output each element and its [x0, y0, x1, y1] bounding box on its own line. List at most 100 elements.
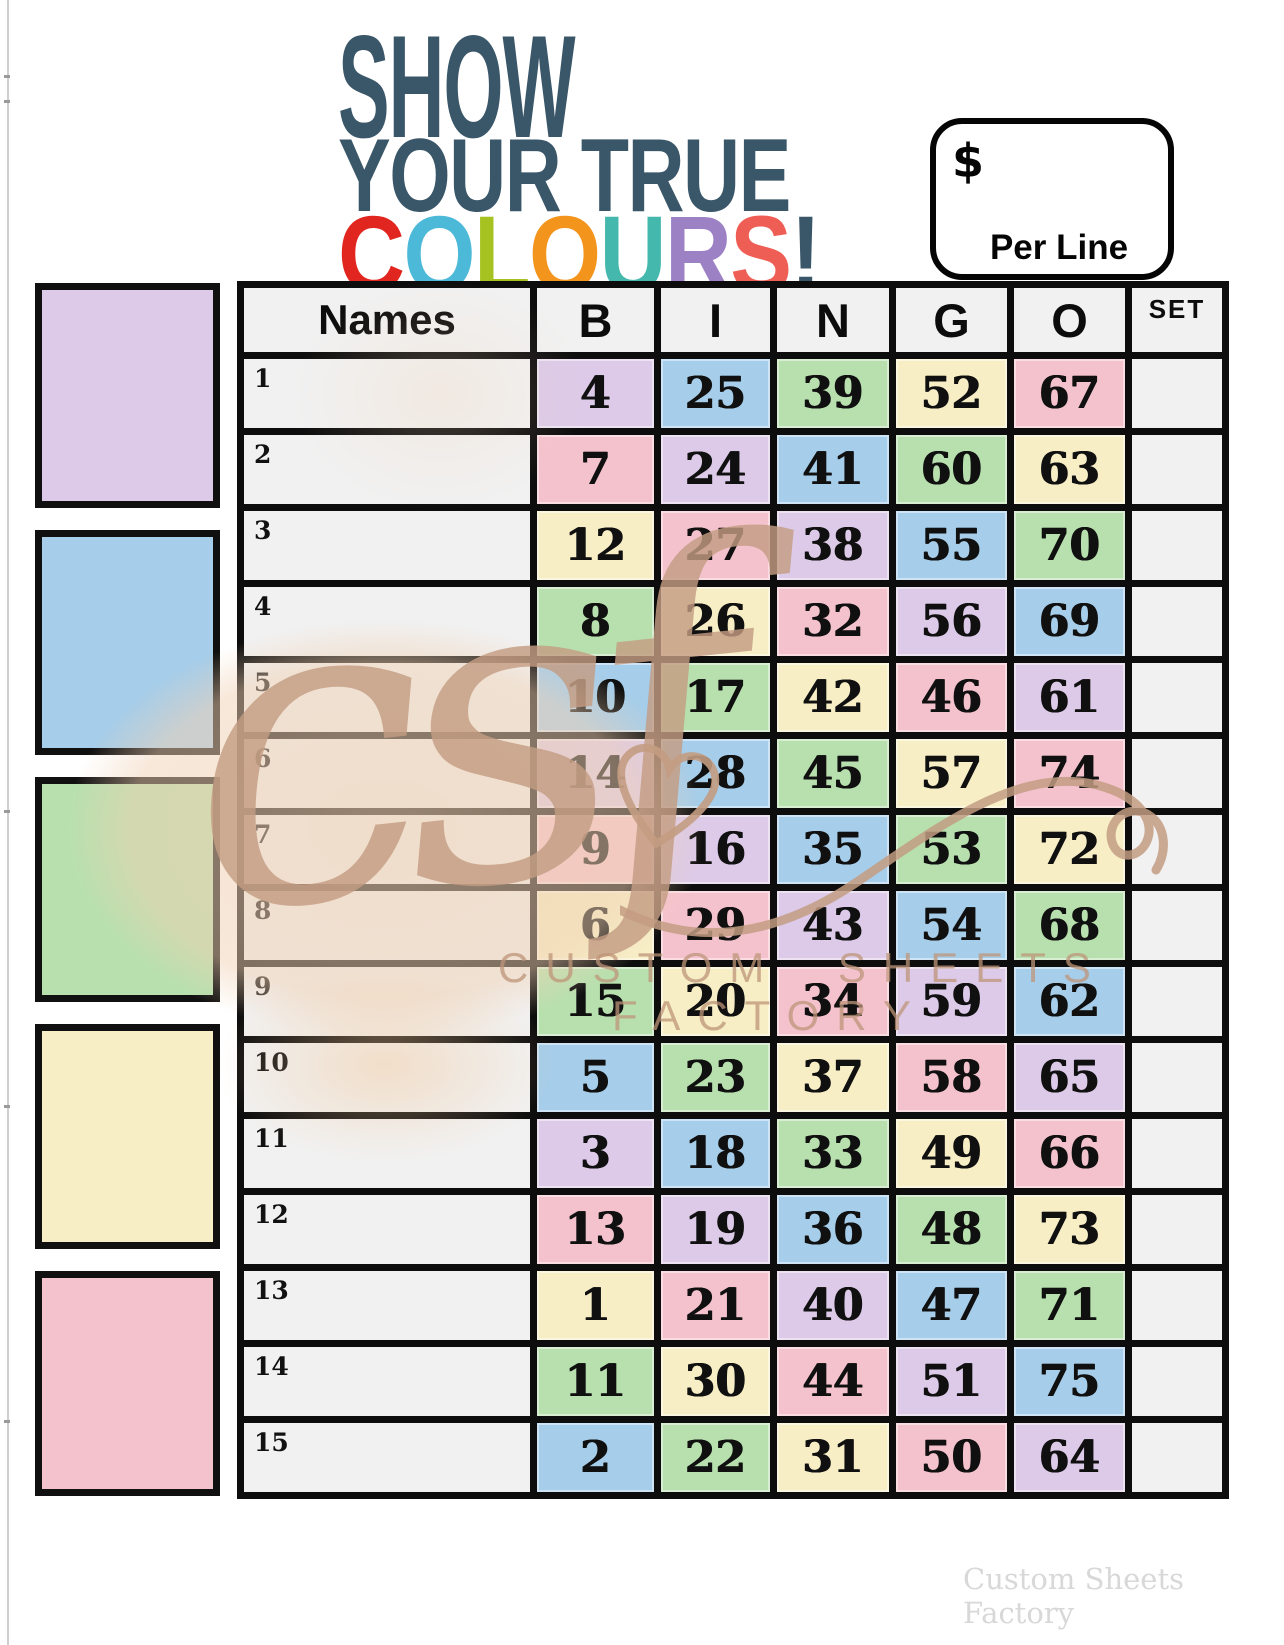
bingo-number-4: 4	[537, 359, 654, 428]
bingo-number-67: 67	[1014, 359, 1125, 428]
set-cell-row-3[interactable]	[1132, 511, 1222, 580]
set-cell-row-2[interactable]	[1132, 435, 1222, 504]
name-cell-row-9[interactable]: 9	[244, 967, 530, 1036]
edge-tick	[4, 100, 10, 103]
bingo-number-58: 58	[896, 1043, 1007, 1112]
bingo-number-14: 14	[537, 739, 654, 808]
set-cell-row-4[interactable]	[1132, 587, 1222, 656]
set-cell-row-7[interactable]	[1132, 815, 1222, 884]
set-cell-row-8[interactable]	[1132, 891, 1222, 960]
header-set: SET	[1132, 288, 1222, 352]
bingo-number-47: 47	[896, 1271, 1007, 1340]
bingo-number-13: 13	[537, 1195, 654, 1264]
name-cell-row-10[interactable]: 10	[244, 1043, 530, 1112]
row-index: 4	[254, 592, 272, 621]
bingo-number-54: 54	[896, 891, 1007, 960]
bingo-number-40: 40	[777, 1271, 889, 1340]
bingo-number-21: 21	[661, 1271, 770, 1340]
bingo-number-46: 46	[896, 663, 1007, 732]
bingo-number-55: 55	[896, 511, 1007, 580]
bingo-number-52: 52	[896, 359, 1007, 428]
row-index: 14	[254, 1352, 289, 1381]
bingo-table: Names B I N G O SET 1 4 25 39 52 67 2 7 24 41 60 63…	[237, 281, 1229, 1499]
bingo-number-62: 62	[1014, 967, 1125, 1036]
bingo-number-11: 11	[537, 1347, 654, 1416]
bingo-number-8: 8	[537, 587, 654, 656]
bingo-number-65: 65	[1014, 1043, 1125, 1112]
swatch-pink	[35, 1271, 220, 1496]
edge-tick	[4, 1420, 10, 1423]
name-cell-row-5[interactable]: 5	[244, 663, 530, 732]
set-cell-row-5[interactable]	[1132, 663, 1222, 732]
row-index: 15	[254, 1428, 289, 1457]
bingo-number-51: 51	[896, 1347, 1007, 1416]
row-index: 1	[254, 364, 272, 393]
bingo-number-33: 33	[777, 1119, 889, 1188]
bingo-number-28: 28	[661, 739, 770, 808]
bingo-number-36: 36	[777, 1195, 889, 1264]
row-index: 3	[254, 516, 272, 545]
bingo-number-50: 50	[896, 1423, 1007, 1492]
edge-tick	[4, 810, 10, 813]
name-cell-row-6[interactable]: 6	[244, 739, 530, 808]
edge-tick	[4, 75, 10, 78]
bingo-number-3: 3	[537, 1119, 654, 1188]
name-cell-row-8[interactable]: 8	[244, 891, 530, 960]
bingo-number-34: 34	[777, 967, 889, 1036]
bingo-number-7: 7	[537, 435, 654, 504]
header-o: O	[1014, 288, 1125, 352]
bingo-number-23: 23	[661, 1043, 770, 1112]
bingo-number-73: 73	[1014, 1195, 1125, 1264]
bingo-number-49: 49	[896, 1119, 1007, 1188]
set-cell-row-15[interactable]	[1132, 1423, 1222, 1492]
set-cell-row-10[interactable]	[1132, 1043, 1222, 1112]
bingo-number-42: 42	[777, 663, 889, 732]
edge-tick	[4, 1105, 10, 1108]
set-cell-row-13[interactable]	[1132, 1271, 1222, 1340]
row-index: 10	[254, 1048, 289, 1077]
header-i: I	[661, 288, 770, 352]
bingo-number-38: 38	[777, 511, 889, 580]
name-cell-row-7[interactable]: 7	[244, 815, 530, 884]
bingo-number-20: 20	[661, 967, 770, 1036]
set-cell-row-11[interactable]	[1132, 1119, 1222, 1188]
bingo-number-41: 41	[777, 435, 889, 504]
header-n: N	[777, 288, 889, 352]
set-cell-row-6[interactable]	[1132, 739, 1222, 808]
set-cell-row-12[interactable]	[1132, 1195, 1222, 1264]
bingo-number-39: 39	[777, 359, 889, 428]
bingo-number-6: 6	[537, 891, 654, 960]
name-cell-row-12[interactable]: 12	[244, 1195, 530, 1264]
set-cell-row-14[interactable]	[1132, 1347, 1222, 1416]
header-names: Names	[244, 288, 530, 352]
name-cell-row-15[interactable]: 15	[244, 1423, 530, 1492]
name-cell-row-4[interactable]: 4	[244, 587, 530, 656]
name-cell-row-13[interactable]: 13	[244, 1271, 530, 1340]
page-title: SHOW YOUR TRUE COLOURS!	[338, 14, 898, 308]
bingo-number-63: 63	[1014, 435, 1125, 504]
bingo-number-16: 16	[661, 815, 770, 884]
bingo-number-10: 10	[537, 663, 654, 732]
price-per-line-box[interactable]: $ Per Line	[930, 118, 1174, 280]
name-cell-row-14[interactable]: 14	[244, 1347, 530, 1416]
bingo-number-74: 74	[1014, 739, 1125, 808]
bingo-number-17: 17	[661, 663, 770, 732]
page-edge-line	[7, 0, 9, 1645]
set-cell-row-1[interactable]	[1132, 359, 1222, 428]
bingo-number-29: 29	[661, 891, 770, 960]
bingo-number-75: 75	[1014, 1347, 1125, 1416]
name-cell-row-1[interactable]: 1	[244, 359, 530, 428]
footer-brand: Custom Sheets Factory	[963, 1562, 1184, 1630]
bingo-number-45: 45	[777, 739, 889, 808]
row-index: 2	[254, 440, 272, 469]
title-line-2: YOUR TRUE	[338, 118, 791, 234]
name-cell-row-3[interactable]: 3	[244, 511, 530, 580]
bingo-number-27: 27	[661, 511, 770, 580]
bingo-number-44: 44	[777, 1347, 889, 1416]
name-cell-row-2[interactable]: 2	[244, 435, 530, 504]
set-cell-row-9[interactable]	[1132, 967, 1222, 1036]
bingo-number-56: 56	[896, 587, 1007, 656]
colour-swatches	[35, 283, 220, 1496]
name-cell-row-11[interactable]: 11	[244, 1119, 530, 1188]
